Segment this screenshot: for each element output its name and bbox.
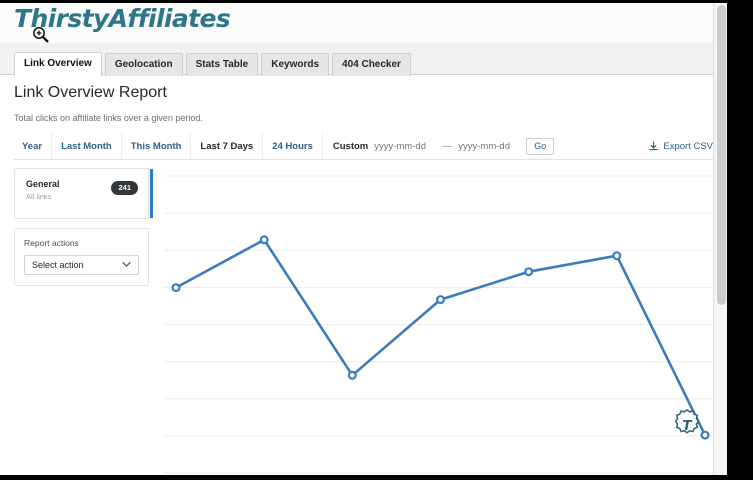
tab-geolocation[interactable]: Geolocation	[104, 53, 183, 76]
magnifier-zoom-in-icon	[33, 27, 49, 43]
custom-range-group: Custom — Go	[323, 137, 555, 155]
export-csv-button[interactable]: Export CSV	[648, 141, 727, 152]
browser-viewport: ThirstyAffiliates Link Overview Geolocat…	[0, 3, 727, 475]
range-btn-this-month[interactable]: This Month	[122, 133, 192, 159]
report-actions-selected-value: Select action	[32, 260, 84, 270]
general-subtitle: All links	[26, 192, 52, 201]
report-header: Link Overview Report Total clicks on aff…	[14, 83, 714, 124]
date-from-input[interactable]	[374, 140, 437, 152]
sidebar-item-general[interactable]: General All links 241	[14, 168, 153, 219]
date-range-separator: —	[442, 140, 453, 152]
report-sidebar: General All links 241 Report actions Sel…	[14, 168, 153, 286]
range-btn-last-7-days[interactable]: Last 7 Days	[191, 133, 264, 159]
chart-data-point[interactable]	[171, 283, 181, 293]
go-button[interactable]: Go	[526, 137, 555, 155]
report-actions-select[interactable]: Select action	[24, 255, 139, 275]
tab-link-overview[interactable]: Link Overview	[14, 52, 102, 77]
report-actions-card: Report actions Select action	[14, 228, 149, 286]
chart-data-point[interactable]	[347, 370, 357, 380]
report-content: General All links 241 Report actions Sel…	[14, 168, 727, 475]
help-widget-letter: T	[682, 418, 693, 434]
filter-toolbar: Year Last Month This Month Last 7 Days 2…	[14, 133, 727, 160]
clicks-line-chart[interactable]: T	[164, 168, 727, 475]
plugin-masthead: ThirstyAffiliates	[0, 3, 727, 44]
general-count-badge: 241	[111, 181, 138, 195]
active-accent-bar	[150, 169, 153, 218]
date-range-buttons: Year Last Month This Month Last 7 Days 2…	[14, 133, 323, 159]
chart-data-point[interactable]	[259, 235, 269, 245]
chart-data-point[interactable]	[524, 267, 534, 277]
export-csv-label: Export CSV	[663, 140, 713, 152]
page-scrollbar[interactable]	[713, 3, 727, 475]
nav-tabs: Link Overview Geolocation Stats Table Ke…	[14, 50, 411, 77]
download-icon	[649, 140, 659, 150]
chart-line-series	[174, 238, 707, 437]
range-btn-24-hours[interactable]: 24 Hours	[263, 133, 323, 159]
date-to-input[interactable]	[458, 140, 521, 152]
tab-keywords[interactable]: Keywords	[261, 53, 330, 76]
tab-stats-table[interactable]: Stats Table	[185, 53, 259, 76]
chart-data-point[interactable]	[612, 251, 622, 261]
scrollbar-thumb[interactable]	[717, 5, 726, 305]
gear-t-icon[interactable]: T	[669, 407, 705, 443]
page-subtitle: Total clicks on affiliate links over a g…	[14, 113, 203, 123]
general-title: General	[26, 179, 60, 189]
tab-404-checker[interactable]: 404 Checker	[332, 53, 411, 76]
chevron-down-icon	[122, 262, 131, 267]
page-title: Link Overview Report	[14, 84, 167, 101]
report-actions-label: Report actions	[24, 238, 79, 248]
range-btn-last-month[interactable]: Last Month	[52, 133, 122, 159]
chart-data-point[interactable]	[700, 430, 710, 440]
chart-data-point[interactable]	[436, 295, 446, 305]
chart-canvas	[164, 175, 715, 474]
custom-label: Custom	[332, 140, 369, 152]
range-btn-year[interactable]: Year	[14, 133, 53, 159]
nav-tabstrip: Link Overview Geolocation Stats Table Ke…	[0, 43, 727, 77]
thirstyaffiliates-logo: ThirstyAffiliates	[14, 4, 231, 33]
